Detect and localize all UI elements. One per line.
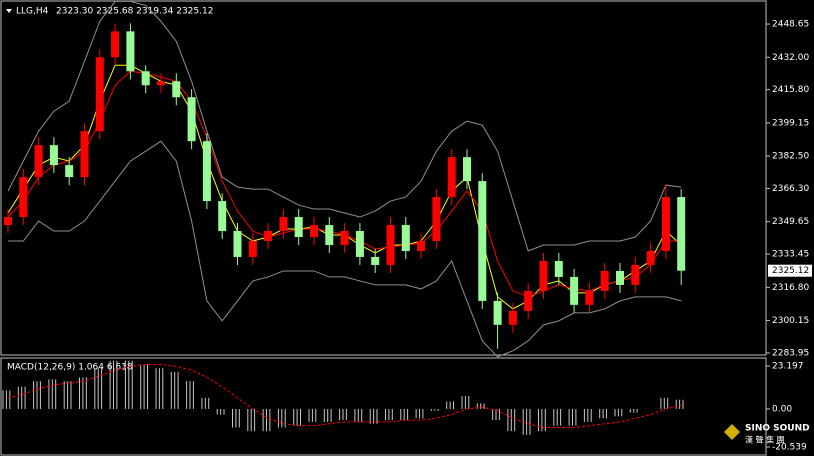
candle-body	[340, 231, 349, 245]
macd-title: MACD(12,26,9) 1.064 6.618	[7, 363, 133, 373]
candle-body	[95, 57, 104, 132]
y-tick-label: 2283.95	[772, 348, 809, 358]
candle-body	[417, 240, 426, 251]
brand-sub: 漢 聲 集 團	[745, 435, 785, 445]
candle-body	[310, 225, 318, 237]
candle-body	[432, 197, 441, 241]
candle-body	[248, 240, 257, 257]
candle-body	[49, 145, 58, 166]
candle-body	[233, 231, 242, 257]
candle-body	[447, 157, 456, 198]
candle-body	[539, 260, 548, 291]
candle-body	[325, 225, 334, 245]
candle-body	[493, 300, 502, 325]
candle-body	[19, 177, 28, 218]
candle-body	[218, 201, 227, 232]
y-tick-label: 2333.45	[772, 250, 809, 260]
candle-body	[111, 31, 120, 58]
candle-body	[80, 131, 89, 178]
y-tick-label: 2300.15	[772, 316, 809, 326]
candle-body	[554, 260, 563, 277]
y-tick-label: 2349.65	[772, 217, 809, 227]
macd-frame	[0, 357, 767, 456]
candle-body	[65, 165, 74, 178]
indicator-line	[8, 140, 682, 358]
candle-body	[4, 217, 12, 226]
y-tick-label: 2415.80	[772, 85, 809, 95]
candle-body	[172, 81, 181, 98]
candle-body	[661, 197, 670, 251]
y-tick-label: 2399.15	[772, 118, 809, 128]
y-tick-label: 2316.80	[772, 283, 809, 293]
candle-body	[294, 217, 303, 237]
candle-body	[677, 197, 686, 271]
candle-body	[508, 310, 517, 325]
y-tick-label: -20.539	[772, 442, 807, 452]
price-marker	[768, 264, 812, 277]
candle-body	[401, 225, 410, 251]
symbol: LLG,H4	[16, 7, 49, 17]
logo-icon	[724, 424, 740, 440]
menu-arrow	[6, 9, 12, 13]
candle-body	[34, 145, 43, 178]
candle-body	[371, 256, 380, 265]
candle-body	[264, 231, 273, 241]
main-frame	[0, 0, 767, 356]
candle-body	[126, 31, 135, 72]
candle-body	[570, 276, 579, 305]
candle-body	[355, 231, 364, 257]
y-tick-label: 2448.65	[772, 20, 809, 30]
candle-body	[478, 181, 487, 301]
candle-body	[585, 290, 594, 305]
candle-body	[463, 157, 471, 182]
candle-body	[524, 290, 533, 311]
indicator-line	[7, 0, 682, 252]
last-price: 2325.12	[772, 266, 809, 276]
candle-body	[646, 250, 655, 265]
candle-body	[279, 217, 288, 232]
candle-body	[600, 270, 609, 291]
brand: SINO SOUND	[745, 424, 810, 434]
y-tick-label: 2366.30	[772, 184, 809, 194]
signal-line	[7, 364, 682, 428]
y-tick-label: 2382.50	[772, 152, 809, 162]
y-tick-label: 0.00	[772, 404, 792, 414]
y-tick-label: 2432.00	[772, 53, 809, 63]
candle-body	[631, 264, 640, 285]
candle-body	[141, 71, 150, 86]
candle-body	[616, 270, 624, 285]
candle-body	[187, 97, 196, 142]
candle-body	[386, 225, 395, 265]
ohlc: 2323.30 2325.68 2319.34 2325.12	[56, 7, 213, 17]
candle-body	[202, 141, 211, 202]
y-tick-label: 23.197	[772, 361, 804, 371]
candle-body	[157, 81, 165, 86]
